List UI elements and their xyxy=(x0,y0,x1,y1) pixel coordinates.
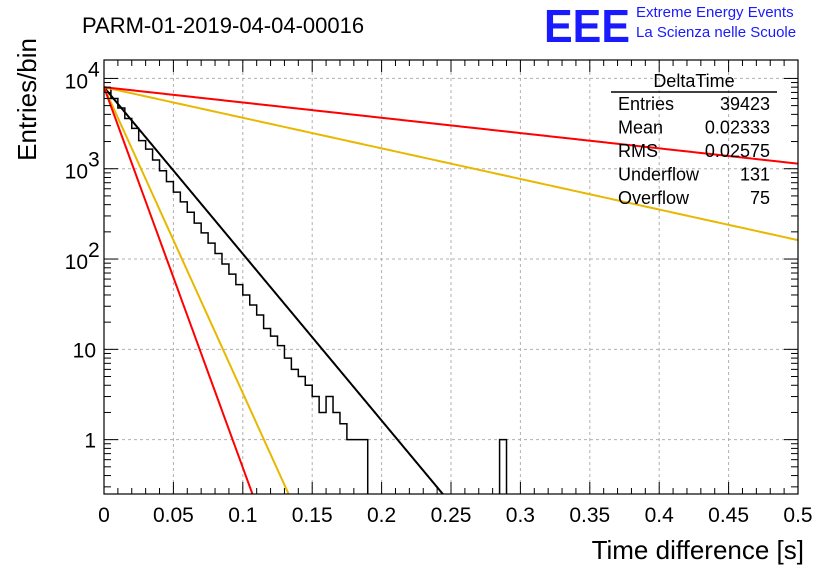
histogram-layer xyxy=(104,87,508,494)
y-tick-label: 10 xyxy=(73,339,96,362)
stats-row-label: Overflow xyxy=(618,188,690,208)
stats-row-value: 75 xyxy=(750,188,770,208)
stats-row-label: RMS xyxy=(618,141,658,161)
fit-line xyxy=(104,86,254,494)
stats-row-value: 0.02333 xyxy=(705,118,770,138)
fit-line xyxy=(104,86,445,494)
y-tick-exponent: 2 xyxy=(88,239,100,262)
x-tick-label: 0.05 xyxy=(153,504,194,527)
stats-row-value: 0.02575 xyxy=(705,141,770,161)
fit-line xyxy=(104,86,798,242)
x-tick-label: 0.25 xyxy=(431,504,472,527)
x-tick-label: 0.4 xyxy=(645,504,675,527)
y-tick-exponent: 3 xyxy=(88,149,100,172)
x-tick-labels: 0 0.05 0.1 0.15 0.2 0.25 0.3 0.35 0.4 0.45 0.5 xyxy=(98,504,812,527)
histogram-outline xyxy=(104,87,508,494)
stats-rows: Entries 39423 Mean 0.02333 RMS 0.02575Underfl… xyxy=(618,94,770,208)
eee-logo: EEE Extreme Energy Events La Scienza nel… xyxy=(544,0,796,52)
chart-title: PARM-01-2019-04-04-00016 xyxy=(82,13,364,38)
stats-title: DeltaTime xyxy=(653,71,734,91)
logo-line-1: Extreme Energy Events xyxy=(636,4,794,21)
logo-line-2: La Scienza nelle Scuole xyxy=(636,24,796,41)
x-tick-label: 0.1 xyxy=(228,504,257,527)
eee-logo-mark: EEE xyxy=(544,0,630,52)
y-tick-label: 1 xyxy=(84,430,96,453)
axis-ticks xyxy=(103,60,799,494)
x-tick-label: 0.3 xyxy=(506,504,535,527)
y-tick-exponent: 4 xyxy=(88,58,100,81)
stats-row-label: Mean xyxy=(618,118,663,138)
x-tick-label: 0.15 xyxy=(292,504,333,527)
stats-row-label: Underflow xyxy=(618,165,700,185)
stats-row-value: 131 xyxy=(740,165,770,185)
stats-row-label: Entries xyxy=(618,94,674,114)
y-axis-title: Entries/bin xyxy=(12,38,42,161)
fit-line xyxy=(104,86,798,165)
x-tick-label: 0.35 xyxy=(569,504,610,527)
stats-row-value: 39423 xyxy=(720,94,770,114)
fit-line xyxy=(104,86,290,494)
y-tick-label: 10 xyxy=(65,70,88,93)
x-tick-label: 0.45 xyxy=(708,504,749,527)
y-tick-label: 10 xyxy=(65,251,88,274)
x-axis-title: Time difference [s] xyxy=(592,535,804,565)
x-tick-label: 0.5 xyxy=(783,504,812,527)
x-tick-label: 0.2 xyxy=(367,504,396,527)
x-tick-label: 0 xyxy=(98,504,110,527)
fit-lines-layer xyxy=(104,86,798,494)
stats-box: DeltaTime Entries 39423 Mean 0.02333 RMS 0.02… xyxy=(611,71,777,208)
y-tick-label: 10 xyxy=(65,161,88,184)
